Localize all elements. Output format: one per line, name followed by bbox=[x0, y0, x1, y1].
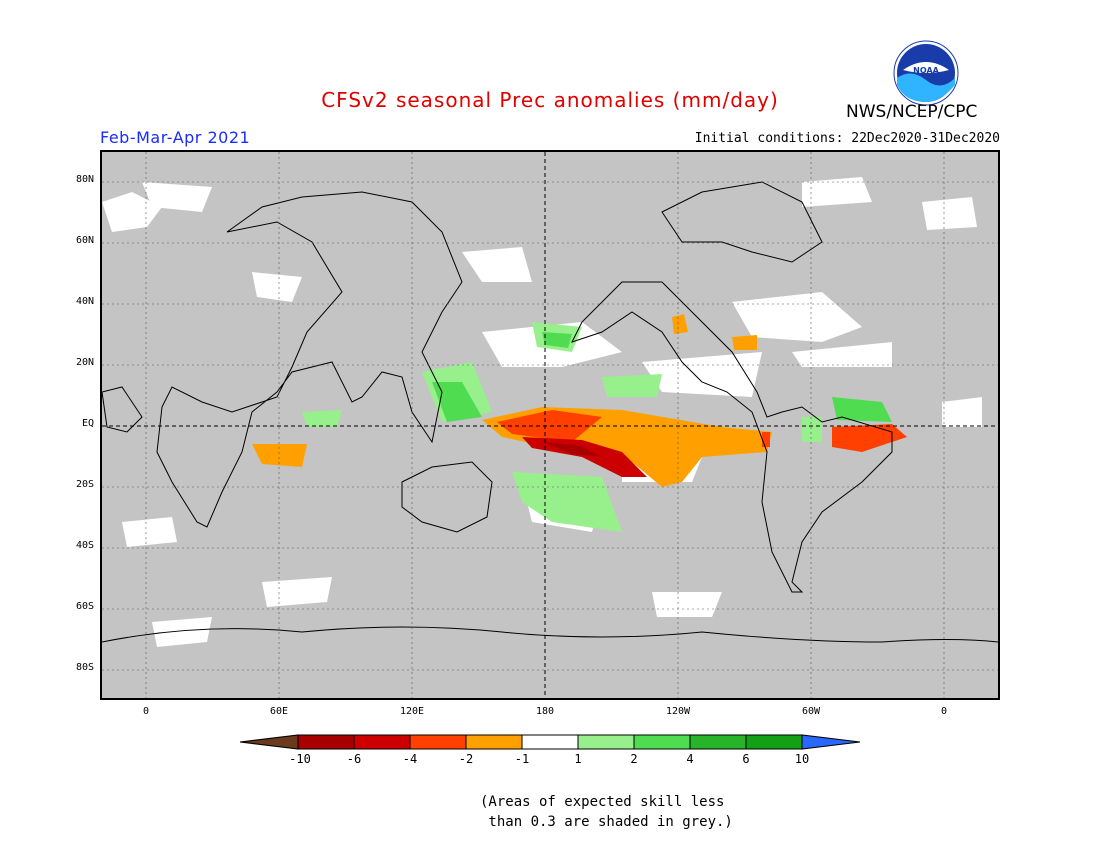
colorbar-label: 6 bbox=[742, 752, 750, 766]
colorbar-label: 10 bbox=[794, 752, 810, 766]
precip-anomaly-map bbox=[100, 150, 1000, 700]
colorbar-segment bbox=[297, 734, 355, 750]
chart-title: CFSv2 seasonal Prec anomalies (mm/day) bbox=[321, 88, 779, 112]
gridlines bbox=[102, 152, 998, 698]
skill-footnote-line1: (Areas of expected skill less bbox=[480, 794, 725, 810]
colorbar-label: 1 bbox=[574, 752, 582, 766]
map-canvas bbox=[102, 152, 998, 698]
colorbar-label: -1 bbox=[514, 752, 530, 766]
lat-label: 60N bbox=[75, 235, 94, 246]
colorbar-segment bbox=[465, 734, 523, 750]
colorbar-segment bbox=[745, 734, 803, 750]
initial-conditions: Initial conditions: 22Dec2020-31Dec2020 bbox=[694, 131, 1000, 146]
agency-label: NWS/NCEP/CPC bbox=[846, 102, 978, 122]
colorbar-label: 2 bbox=[630, 752, 638, 766]
lon-label: 120W bbox=[665, 706, 691, 717]
lon-label: 180 bbox=[535, 706, 555, 717]
colorbar-label: -4 bbox=[402, 752, 418, 766]
colorbar-segment bbox=[633, 734, 691, 750]
lat-label: 80N bbox=[75, 174, 94, 185]
lat-label: EQ bbox=[81, 418, 94, 429]
colorbar-segment bbox=[521, 734, 579, 750]
colorbar-label: -6 bbox=[346, 752, 362, 766]
lat-label: 40S bbox=[75, 540, 94, 551]
colorbar-segment bbox=[409, 734, 467, 750]
colorbar-segment bbox=[353, 734, 411, 750]
colorbar-label: -10 bbox=[289, 752, 311, 766]
colorbar-min-arrow bbox=[240, 734, 299, 750]
lat-label: 20N bbox=[75, 357, 94, 368]
lat-label: 80S bbox=[75, 662, 94, 673]
skill-footnote: (Areas of expected skill less than 0.3 a… bbox=[480, 792, 733, 832]
dry-anomaly-patches bbox=[252, 314, 907, 487]
near-normal-patches bbox=[102, 177, 982, 647]
colorbar bbox=[240, 734, 860, 750]
reference-lines bbox=[102, 152, 998, 698]
colorbar-segment bbox=[577, 734, 635, 750]
lat-label: 40N bbox=[75, 296, 94, 307]
lon-label: 0 bbox=[142, 706, 150, 717]
forecast-period: Feb-Mar-Apr 2021 bbox=[100, 128, 251, 147]
lon-label: 0 bbox=[940, 706, 948, 717]
skill-footnote-line2: than 0.3 are shaded in grey.) bbox=[480, 814, 733, 830]
lat-label: 60S bbox=[75, 601, 94, 612]
logo-text: NOAA bbox=[913, 66, 939, 75]
noaa-logo: NOAA bbox=[893, 40, 959, 106]
colorbar-segment bbox=[689, 734, 747, 750]
colorbar-label: -2 bbox=[458, 752, 474, 766]
coastlines bbox=[102, 181, 998, 643]
colorbar-label: 4 bbox=[686, 752, 694, 766]
lat-label: 20S bbox=[75, 479, 94, 490]
colorbar-max-arrow bbox=[801, 734, 860, 750]
lon-label: 60W bbox=[801, 706, 821, 717]
wet-anomaly-patches bbox=[302, 322, 892, 532]
lon-label: 60E bbox=[269, 706, 289, 717]
lon-label: 120E bbox=[399, 706, 425, 717]
